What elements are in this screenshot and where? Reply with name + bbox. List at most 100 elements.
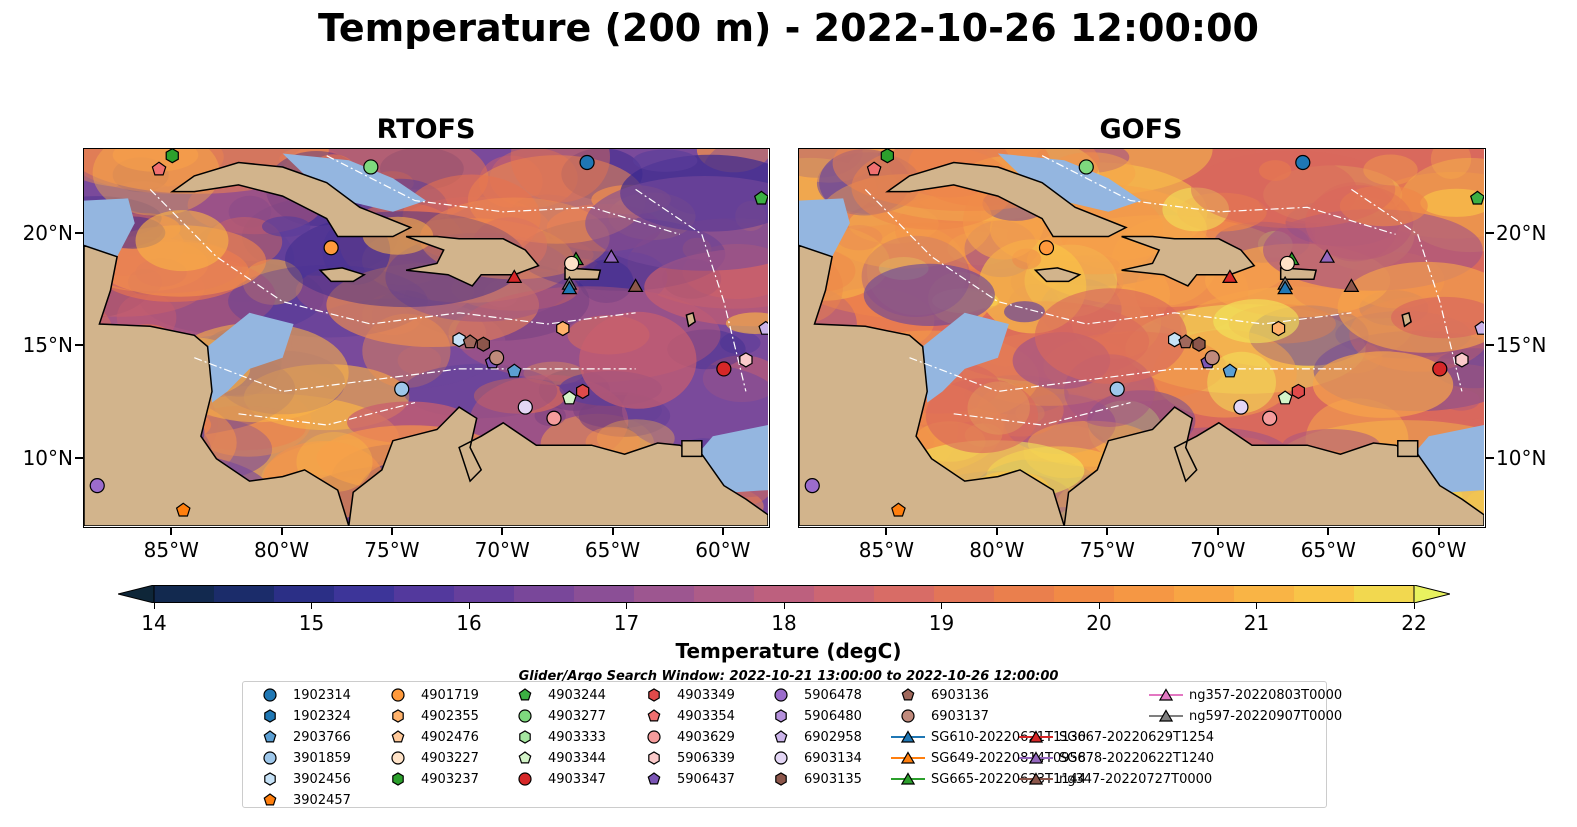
legend-marker: [253, 770, 287, 788]
colorbar-segment: [1114, 585, 1175, 603]
colorbar-segment: [874, 585, 935, 603]
x-tick-label: 75°W: [1079, 538, 1135, 562]
map-marker-SG610-20220621T1130: [561, 280, 578, 295]
colorbar-tick-label: 16: [456, 611, 482, 635]
colorbar-under-arrow: [117, 584, 155, 604]
y-tick-label: 10°N: [22, 445, 73, 470]
colorbar-tick-label: 21: [1243, 611, 1270, 635]
legend-label: 2903766: [293, 729, 351, 745]
x-tick-mark: [170, 527, 173, 535]
x-tick-label: 70°W: [1190, 538, 1246, 562]
map-marker-4903227: [1279, 255, 1295, 272]
x-tick-mark: [501, 527, 504, 535]
colorbar-segment: [994, 585, 1055, 603]
map-marker-ng347-20220727T0000: [627, 278, 644, 292]
legend-item-5906478: 5906478: [764, 686, 862, 704]
colorbar-label: Temperature (degC): [675, 639, 902, 663]
map-marker-SG678-20220622T1240: [1319, 248, 1336, 263]
map-marker-4903347: [716, 361, 732, 377]
colorbar-tick-mark: [1256, 603, 1257, 609]
legend-marker: [1149, 707, 1183, 725]
legend-item-4903354: 4903354: [637, 707, 735, 725]
map-marker-6903135: [476, 336, 490, 352]
legend-item-4901719: 4901719: [381, 686, 479, 704]
panel-title-gofs: GOFS: [1099, 114, 1183, 145]
legend-marker: [891, 749, 925, 767]
map-marker-4903237: [165, 149, 179, 164]
legend-item-4903237: 4903237: [381, 770, 479, 788]
legend-marker: [637, 770, 671, 788]
colorbar-tick-label: 22: [1401, 611, 1427, 635]
legend-item-6903135: 6903135: [764, 770, 862, 788]
map-marker-6903135: [1192, 336, 1206, 352]
legend-label: 3902456: [293, 771, 351, 787]
legend-marker: [508, 749, 542, 767]
legend-marker: [253, 707, 287, 725]
legend-marker: [764, 707, 798, 725]
colorbar-segment: [694, 585, 755, 603]
map-marker-3902457: [891, 502, 906, 517]
x-tick-label: 80°W: [253, 538, 310, 562]
map-marker-6903136: [462, 334, 478, 349]
legend-marker: [253, 749, 287, 767]
x-tick-mark: [721, 527, 724, 535]
legend-label: 4903244: [548, 687, 606, 703]
legend-label: ng357-20220803T0000: [1189, 687, 1343, 703]
map-marker-1902314: [579, 154, 595, 171]
map-marker-4903244: [753, 190, 768, 205]
map-marker-5906478: [89, 478, 105, 494]
legend-label: 4903354: [677, 708, 735, 724]
legend-marker: [253, 728, 287, 746]
legend-label: 1902324: [293, 708, 351, 724]
colorbar-segment: [634, 585, 695, 603]
map-marker-6903137: [1204, 350, 1220, 366]
legend-label: 3902457: [293, 792, 351, 808]
legend-item-SG610-20220621T1130: SG610-20220621T1130: [891, 728, 1086, 746]
legend-label: 5906478: [804, 687, 862, 703]
legend-label: ng597-20220907T0000: [1189, 708, 1343, 724]
map-gofs: [798, 148, 1486, 528]
colorbar-segment: [1294, 585, 1355, 603]
map-marker-2903766: [1222, 363, 1238, 378]
colorbar-tick-mark: [311, 603, 312, 609]
map-marker-4903347: [1432, 361, 1448, 377]
y-tick-mark: [75, 344, 83, 347]
legend-marker: [508, 686, 542, 704]
legend-item-4903344: 4903344: [508, 749, 606, 767]
legend-marker: [764, 728, 798, 746]
map-marker-4903354: [866, 161, 882, 176]
map-marker-4903227: [564, 255, 580, 272]
map-marker-3902457: [175, 502, 191, 517]
map-marker-3902456: [1168, 332, 1182, 348]
y-tick-mark: [1486, 232, 1494, 235]
colorbar-segment: [1354, 585, 1415, 603]
legend-item-4903629: 4903629: [637, 728, 735, 746]
figure-title: Temperature (200 m) - 2022-10-26 12:00:0…: [317, 6, 1259, 50]
legend-label: 4903349: [677, 687, 735, 703]
legend-marker: [891, 686, 925, 704]
legend-label: ng347-20220727T0000: [1059, 771, 1213, 787]
map-marker-6902958: [1474, 320, 1484, 335]
map-marker-5906339: [739, 352, 753, 368]
colorbar-tick-label: 19: [928, 611, 955, 635]
colorbar-tick-mark: [941, 603, 942, 609]
map-marker-4903629: [1262, 410, 1278, 426]
map-marker-4903237: [880, 149, 895, 164]
legend-item-1902324: 1902324: [253, 707, 351, 725]
legend-item-6903136: 6903136: [891, 686, 989, 704]
colorbar-segment: [334, 585, 395, 603]
legend-marker: [381, 686, 415, 704]
map-marker-6903134: [1233, 399, 1249, 415]
colorbar-segment: [514, 585, 575, 603]
legend-label: 3901859: [293, 750, 351, 766]
y-tick-label: 20°N: [22, 221, 73, 246]
map-marker-4903349: [576, 383, 590, 400]
legend-marker: [508, 770, 542, 788]
x-tick-mark: [1216, 527, 1219, 535]
colorbar-svg: [117, 584, 1451, 604]
colorbar-segment: [934, 585, 995, 603]
colorbar-tick-mark: [626, 603, 627, 609]
legend-marker: [381, 707, 415, 725]
colorbar-tick-label: 15: [298, 611, 325, 635]
legend-item-4903333: 4903333: [508, 728, 606, 746]
